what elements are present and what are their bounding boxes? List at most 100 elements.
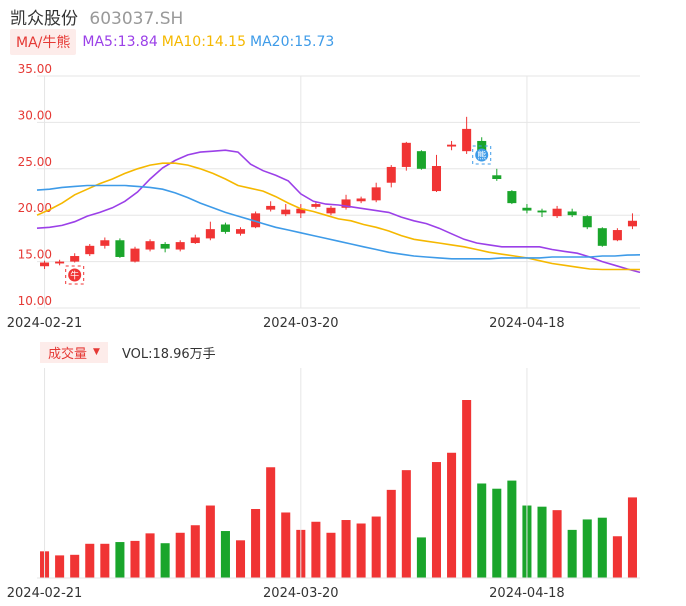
volume-bar [431,462,442,578]
volume-bar [401,470,411,578]
ma5-line [36,149,641,274]
candle-body [190,237,200,244]
candle-body [341,199,351,208]
volume-bar [582,519,592,578]
candle-body [522,207,532,211]
bear-marker-dot [475,148,489,162]
candle [145,239,155,252]
candle-body [492,175,502,180]
candle-body [85,245,95,255]
candle-body [205,229,215,239]
volume-bar [145,533,155,578]
candle-body [251,213,261,228]
volume-bar [371,516,381,578]
candle-body [235,229,246,234]
volume-bar [251,509,261,578]
candle-body [326,207,336,214]
y-tick-label: 35.00 [18,62,52,76]
candle-body [70,256,80,262]
volume-indicator-label: 成交量 [48,346,88,362]
ma-toggle-button[interactable]: MA/牛熊 [10,29,77,55]
volume-bar [416,537,426,578]
ma10-legend: MA10:14.15 [161,34,247,50]
volume-bar [567,529,577,578]
volume-bar [115,542,125,578]
candle-body [311,204,321,207]
volume-bar [386,489,396,578]
candle [296,204,306,218]
volume-bar [627,497,637,578]
volume-bar [281,512,291,578]
candle [70,253,80,263]
y-tick-label: 20.00 [18,201,52,215]
candle-body [160,243,170,249]
ma10-line [36,162,640,271]
candle-body [100,240,110,246]
caret-down-icon: ▼ [93,347,100,357]
candle-body [582,216,592,228]
volume-indicator-dropdown[interactable]: 成交量 ▼ [40,341,108,363]
candle-body [40,262,50,267]
candle-body [175,242,185,250]
candle [431,154,442,192]
y-tick-label: 30.00 [18,108,52,122]
candle [266,201,276,212]
volume-bar [55,555,65,578]
volume-bar [311,521,321,578]
candle-body [220,224,230,232]
candle [130,246,140,263]
candle [522,204,532,214]
x-tick-label: 2024-03-20 [263,316,339,331]
volume-bar [552,510,562,578]
candle [160,242,170,253]
candle-body [462,128,472,152]
candle [597,227,607,247]
volume-bar [326,532,336,578]
candle-body [356,198,366,202]
candle-body [266,205,276,210]
candle [100,237,110,249]
candle [40,260,50,270]
candle [371,182,381,203]
volume-bar [220,531,230,578]
volume-bar [462,400,472,578]
ma20-line [36,184,641,260]
candle-body [130,248,140,262]
x-tick-label: 2024-04-18 [489,316,565,331]
bull-marker-label: 牛 [70,270,79,282]
candle [220,222,230,234]
candle [416,150,426,170]
bull-marker-icon: 牛 [65,265,85,285]
candle [552,205,562,218]
candle [401,141,411,171]
candle [537,208,547,218]
volume-bar [160,543,170,578]
candle-body [401,142,411,167]
volume-bar [507,480,517,578]
candle-body [567,211,577,216]
volume-bar [266,467,276,578]
candle-body [115,240,125,257]
bear-marker-label: 熊 [477,150,486,162]
candle [85,243,95,257]
volume-bar [492,488,502,578]
candle [507,190,517,205]
volume-bar [190,525,200,578]
volume-bar [356,523,366,578]
volume-bar [85,543,95,578]
candle [175,240,185,252]
candle-body [431,166,442,192]
bear-marker-frame [472,145,492,165]
candle-body [612,230,622,241]
candle [447,140,457,151]
candle [492,168,502,181]
ma-legend: MA/牛熊 MA5:13.84 MA10:14.15 MA20:15.73 [10,29,338,55]
candle-body [552,208,562,217]
bear-marker-icon: 熊 [472,145,492,165]
candle [356,196,366,204]
candle [567,208,577,218]
y-tick-label: 25.00 [18,155,52,169]
volume-bar [235,540,246,578]
candle-body [537,210,547,213]
